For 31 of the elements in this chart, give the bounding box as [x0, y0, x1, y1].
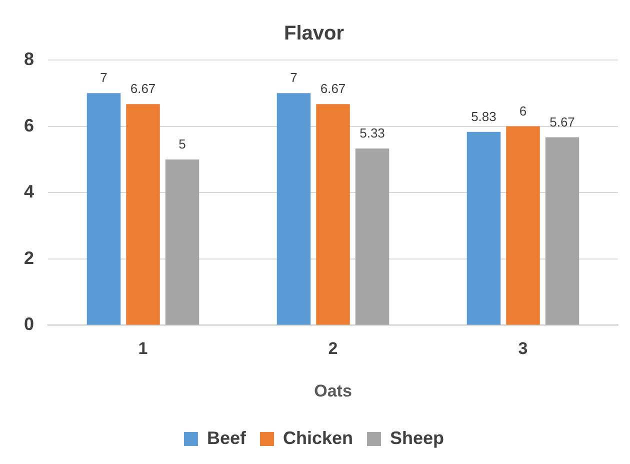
data-label: 5.33: [360, 126, 385, 141]
x-axis-title: Oats: [314, 381, 352, 400]
x-tick-label: 2: [328, 339, 338, 358]
data-label: 5: [178, 136, 186, 152]
y-tick-label: 6: [24, 115, 34, 136]
data-label: 7: [290, 70, 298, 86]
bar: [466, 132, 501, 325]
bar: [165, 159, 200, 325]
bar: [545, 137, 580, 325]
bar: [126, 104, 160, 325]
x-tick-label: 1: [138, 339, 148, 358]
data-label: 6.67: [320, 81, 346, 96]
data-label: 5.83: [471, 109, 496, 124]
bar: [316, 104, 350, 325]
bar: [355, 148, 390, 325]
x-tick-label: 3: [518, 339, 528, 358]
legend-label: Chicken: [282, 428, 354, 448]
data-label: 5.67: [550, 114, 575, 130]
legend-label: Beef: [206, 428, 247, 448]
y-tick-label: 4: [24, 182, 34, 202]
data-label: 6: [519, 103, 527, 118]
data-label: 6.67: [130, 81, 156, 96]
y-tick-label: 8: [24, 48, 34, 69]
bar: [86, 93, 121, 325]
bar: [506, 126, 540, 325]
legend-label: Sheep: [390, 428, 444, 448]
y-tick-label: 0: [24, 314, 34, 334]
bar: [276, 93, 311, 325]
y-tick-label: 2: [24, 248, 34, 268]
data-label: 7: [100, 70, 108, 86]
chart-title: Flavor: [284, 22, 344, 45]
